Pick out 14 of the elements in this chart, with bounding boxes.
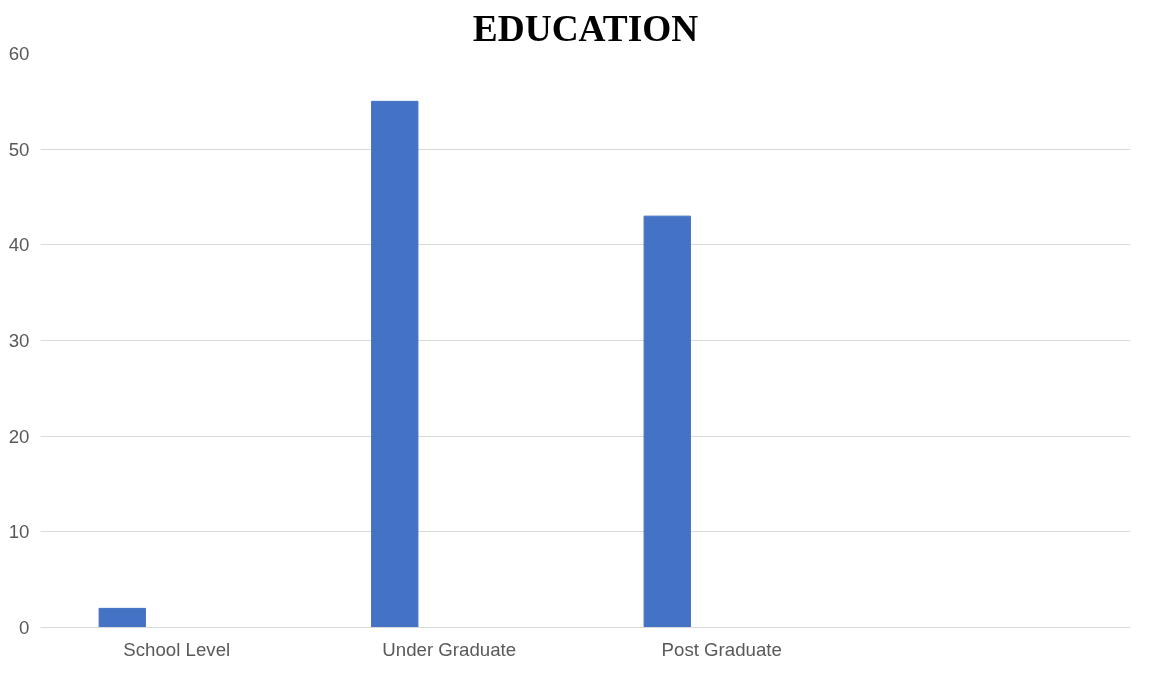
y-tick-label: 0 bbox=[19, 617, 30, 638]
bar bbox=[643, 215, 691, 628]
y-tick-label: 10 bbox=[8, 521, 30, 543]
y-tick-label: 40 bbox=[8, 234, 30, 256]
y-tick-label: 50 bbox=[8, 138, 30, 160]
y-tick-label: 20 bbox=[8, 425, 30, 447]
x-tick-label: Post Graduate bbox=[661, 638, 782, 660]
y-tick-label: 60 bbox=[8, 43, 30, 64]
bar bbox=[371, 100, 419, 628]
x-tick-label: School Level bbox=[123, 638, 231, 660]
y-tick-label: 30 bbox=[8, 330, 30, 351]
x-tick-label: Under Graduate bbox=[382, 638, 517, 660]
bar bbox=[98, 607, 146, 628]
chart-title: EDUCATION bbox=[472, 7, 699, 49]
